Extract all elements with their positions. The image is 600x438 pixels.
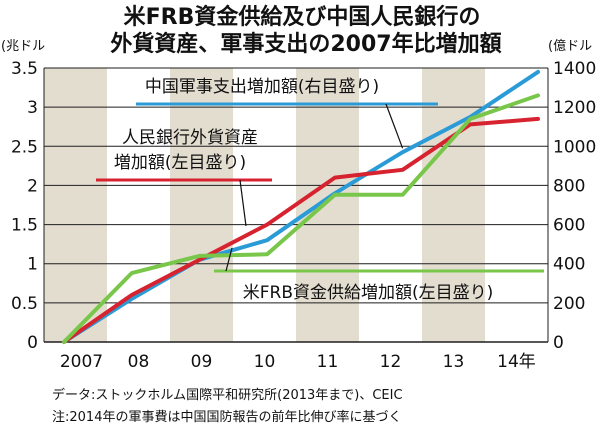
chart-title-line-1: 米FRB資金供給及び中国人民銀行の: [124, 4, 481, 30]
chart-title-line-2: 外貨資産、軍事支出の2007年比増加額: [110, 31, 501, 57]
left-tick-label: 1.5: [11, 216, 38, 236]
left-tick-label: 0: [27, 333, 38, 353]
right-tick-label: 1200: [553, 98, 596, 118]
x-tick-label: 08: [128, 352, 150, 372]
right-tick-label: 200: [553, 294, 585, 314]
right-tick-label: 400: [553, 255, 585, 275]
leader-line-fed: [225, 247, 233, 272]
right-tick-label: 1400: [553, 59, 596, 79]
x-tick-label: 14年: [497, 352, 536, 372]
series-label-pboc-line-2: 増加額(左目盛り): [114, 153, 246, 173]
right-axis-ticks: 0 200 400 600 800 1000 1200 1400: [553, 59, 596, 353]
x-axis-ticks: 2007 08 09 10 11 12 13 14年: [60, 352, 536, 372]
series-lines: [62, 69, 540, 344]
series-label-military: 中国軍事支出増加額(右目盛り): [145, 77, 379, 97]
left-tick-label: 2.5: [11, 137, 38, 157]
left-tick-label: 0.5: [11, 294, 38, 314]
right-tick-label: 800: [553, 176, 585, 196]
source-note-line-1: データ:ストックホルム国際平和研究所(2013年まで)、CEIC: [52, 387, 403, 403]
x-tick-label: 10: [254, 352, 276, 372]
left-tick-label: 3: [27, 98, 38, 118]
series-label-pboc-line-1: 人民銀行外貨資産: [122, 128, 258, 148]
right-tick-label: 1000: [553, 137, 596, 157]
left-tick-label: 2: [27, 176, 38, 196]
source-note-line-2: 注:2014年の軍事費は中国国防報告の前年比伸び率に基づく: [52, 409, 401, 425]
series-line-military: [62, 69, 540, 344]
stripe-2009: [170, 68, 233, 342]
left-axis-ticks: 0 0.5 1 1.5 2 2.5 3 3.5: [11, 59, 38, 353]
right-tick-label: 0: [553, 333, 564, 353]
left-tick-label: 3.5: [11, 59, 38, 79]
x-tick-label: 12: [380, 352, 402, 372]
series-label-fed: 米FRB資金供給増加額(左目盛り): [243, 283, 494, 303]
x-tick-label: 09: [191, 352, 213, 372]
x-tick-label: 2007: [60, 352, 103, 372]
left-tick-label: 1: [27, 255, 38, 275]
right-tick-label: 600: [553, 216, 585, 236]
leader-line-pboc: [239, 179, 247, 227]
stripe-2011: [296, 68, 359, 342]
x-tick-label: 11: [317, 352, 339, 372]
left-axis-unit: (兆ドル: [1, 39, 45, 54]
leader-line-military: [385, 103, 404, 149]
series-line-fed: [62, 93, 540, 344]
stripe-2007: [44, 68, 107, 342]
right-axis-unit: (億ドル: [548, 38, 592, 54]
x-tick-label: 13: [443, 352, 465, 372]
